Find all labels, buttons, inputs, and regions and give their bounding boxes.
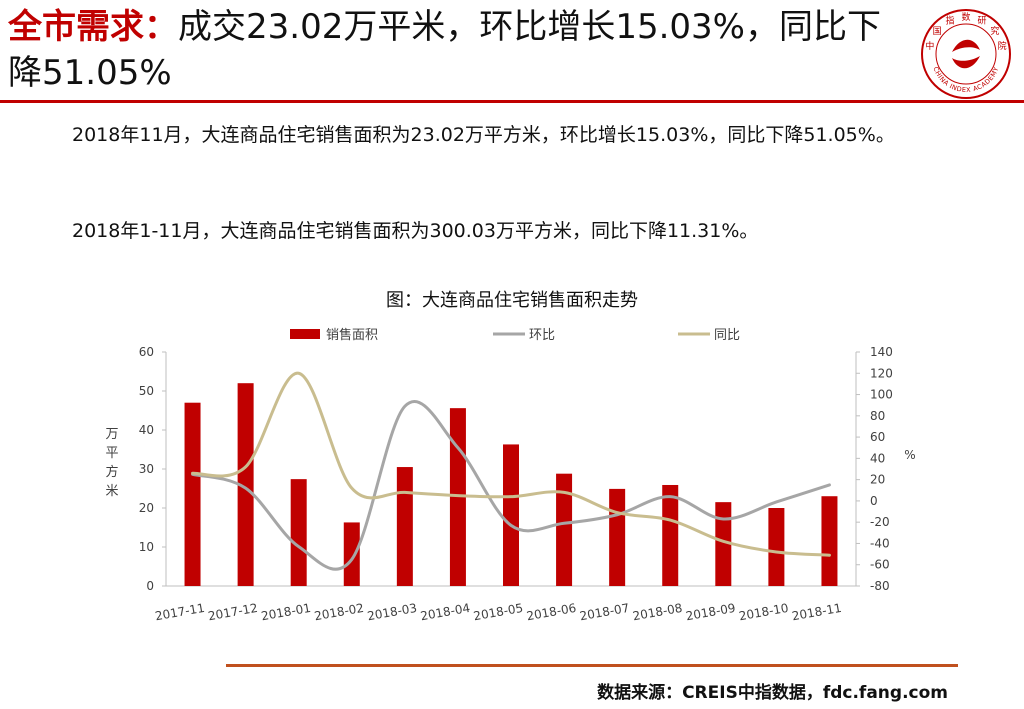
bar-sales-area <box>290 479 307 586</box>
x-tick-label: 2018-08 <box>632 601 684 623</box>
bar-sales-area <box>768 508 785 586</box>
logo-char: 指 <box>945 15 954 27</box>
bar-sales-area <box>237 383 254 586</box>
bar-sales-area <box>503 444 519 586</box>
legend-sales-area-label: 销售面积 <box>326 327 378 343</box>
right-tick-label: 140 <box>870 345 893 359</box>
right-tick-label: 100 <box>870 388 893 402</box>
bar-sales-area <box>184 402 201 586</box>
bar-sales-area <box>715 502 732 586</box>
right-tick-label: 120 <box>870 366 893 380</box>
right-tick-label: 20 <box>870 473 885 487</box>
right-tick-label: 60 <box>870 430 885 444</box>
left-tick-label: 60 <box>139 345 154 359</box>
logo-char: 究 <box>990 25 999 37</box>
legend-mom-label: 环比 <box>529 328 555 343</box>
x-tick-label: 2018-04 <box>419 601 471 623</box>
data-source: 数据来源：CREIS中指数据，fdc.fang.com <box>597 683 948 703</box>
header-divider <box>0 100 1024 103</box>
logo-char: 中 <box>925 40 934 52</box>
left-tick-label: 10 <box>139 540 154 554</box>
legend-yoy-label: 同比 <box>714 328 740 343</box>
legend-sales-area-swatch <box>290 329 320 339</box>
bar-sales-area <box>556 473 573 586</box>
left-tick-label: 20 <box>139 501 154 515</box>
title-keyword: 全市需求： <box>8 7 178 47</box>
x-tick-label: 2017-11 <box>154 601 206 623</box>
line-mom <box>191 400 831 571</box>
x-tick-label: 2018-02 <box>313 601 365 623</box>
logo-char: 国 <box>933 26 942 37</box>
left-tick-label: 40 <box>139 423 154 437</box>
right-tick-label: 0 <box>870 494 878 508</box>
x-tick-label: 2018-01 <box>260 601 312 623</box>
left-axis-title-char: 方 <box>105 464 118 480</box>
right-tick-label: 80 <box>870 409 885 423</box>
logo-char: 研 <box>978 16 987 27</box>
bar-sales-area <box>821 496 838 586</box>
x-tick-label: 2017-12 <box>207 601 259 623</box>
left-axis-title-char: 米 <box>105 484 118 499</box>
right-tick-label: -40 <box>870 536 890 550</box>
right-tick-label: 40 <box>870 451 885 465</box>
bar-sales-area <box>609 488 626 586</box>
x-tick-label: 2018-06 <box>525 601 577 623</box>
summary-paragraph-1: 2018年11月，大连商品住宅销售面积为23.02万平方米，环比增长15.03%… <box>72 124 895 146</box>
x-tick-label: 2018-07 <box>579 601 631 623</box>
line-yoy <box>191 371 831 557</box>
right-tick-label: -60 <box>870 558 890 572</box>
x-tick-label: 2018-11 <box>791 601 843 623</box>
page-title: 全市需求：成交23.02万平米，环比增长15.03%，同比下降51.05% <box>8 4 908 96</box>
right-tick-label: -20 <box>870 515 890 529</box>
left-axis-title-char: 万 <box>105 427 118 442</box>
x-tick-label: 2018-10 <box>738 601 790 623</box>
logo-char: 数 <box>961 11 970 23</box>
bar-sales-area <box>662 484 679 586</box>
title-text: 成交23.02万平米，环比增长15.03%，同比下降51.05% <box>8 7 881 93</box>
left-tick-label: 50 <box>139 384 154 398</box>
right-tick-label: -80 <box>870 579 890 593</box>
footer-divider <box>226 664 958 667</box>
right-axis-title: % <box>904 448 915 462</box>
bar-sales-area <box>396 467 413 586</box>
left-tick-label: 30 <box>139 462 154 476</box>
china-index-academy-seal-icon: 中国指数研究院 CHINA INDEX ACADEMY <box>921 9 1011 99</box>
x-tick-label: 2018-09 <box>685 601 737 623</box>
left-axis-title-char: 平 <box>105 446 118 461</box>
summary-paragraph-2: 2018年1-11月，大连商品住宅销售面积为300.03万平方米，同比下降11.… <box>72 220 759 242</box>
x-tick-label: 2018-03 <box>366 601 418 623</box>
chart-title: 图：大连商品住宅销售面积走势 <box>386 290 638 311</box>
left-tick-label: 0 <box>146 579 154 593</box>
x-tick-label: 2018-05 <box>472 601 524 623</box>
bar-sales-area <box>343 522 360 586</box>
logo-char: 院 <box>998 40 1007 52</box>
